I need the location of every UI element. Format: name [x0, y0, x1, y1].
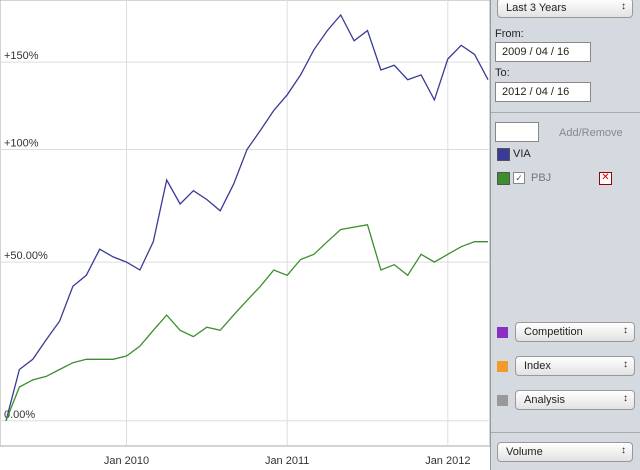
legend-swatch — [497, 172, 510, 185]
legend-entry[interactable]: PBJ — [531, 172, 552, 184]
to-input[interactable]: 2012 / 04 / 16 — [495, 82, 591, 102]
y-tick-label: +150% — [4, 50, 39, 62]
checkbox[interactable]: ✓ — [513, 172, 525, 184]
analysis-swatch — [497, 395, 508, 406]
add-remove[interactable]: Add/Remove — [559, 127, 623, 139]
from-label: From: — [495, 28, 524, 40]
index-select[interactable]: Index — [515, 356, 635, 376]
period-select[interactable]: Last 3 Years — [497, 0, 633, 18]
legend-swatch — [497, 148, 510, 161]
to-label: To: — [495, 67, 510, 79]
competition-swatch — [497, 327, 508, 338]
y-tick-label: +50.00% — [4, 250, 48, 262]
legend-entry[interactable]: VIA — [513, 148, 531, 160]
x-tick-label: Jan 2010 — [104, 455, 149, 467]
remove-button[interactable]: ✕ — [599, 172, 612, 185]
analysis-select[interactable]: Analysis — [515, 390, 635, 410]
series-line — [5, 224, 488, 422]
x-tick-label: Jan 2011 — [265, 455, 309, 467]
series-line — [5, 13, 489, 421]
y-tick-label: +100% — [4, 137, 39, 149]
y-tick-label: 0.00% — [4, 409, 35, 421]
volume-select[interactable]: Volume — [497, 442, 633, 462]
divider — [491, 112, 640, 113]
side-panel: Last 3 Years From: 2009 / 04 / 16 To: 20… — [490, 0, 640, 470]
x-tick-label: Jan 2012 — [425, 455, 470, 467]
divider — [491, 432, 640, 433]
symbol-input[interactable] — [495, 122, 539, 142]
plot-area — [0, 0, 490, 447]
chart: Jan 2010 Jan 2011 Jan 2012 0.00% +50.00% +100… — [0, 0, 490, 467]
from-input[interactable]: 2009 / 04 / 16 — [495, 42, 591, 62]
index-swatch — [497, 361, 508, 372]
competition-select[interactable]: Competition — [515, 322, 635, 342]
